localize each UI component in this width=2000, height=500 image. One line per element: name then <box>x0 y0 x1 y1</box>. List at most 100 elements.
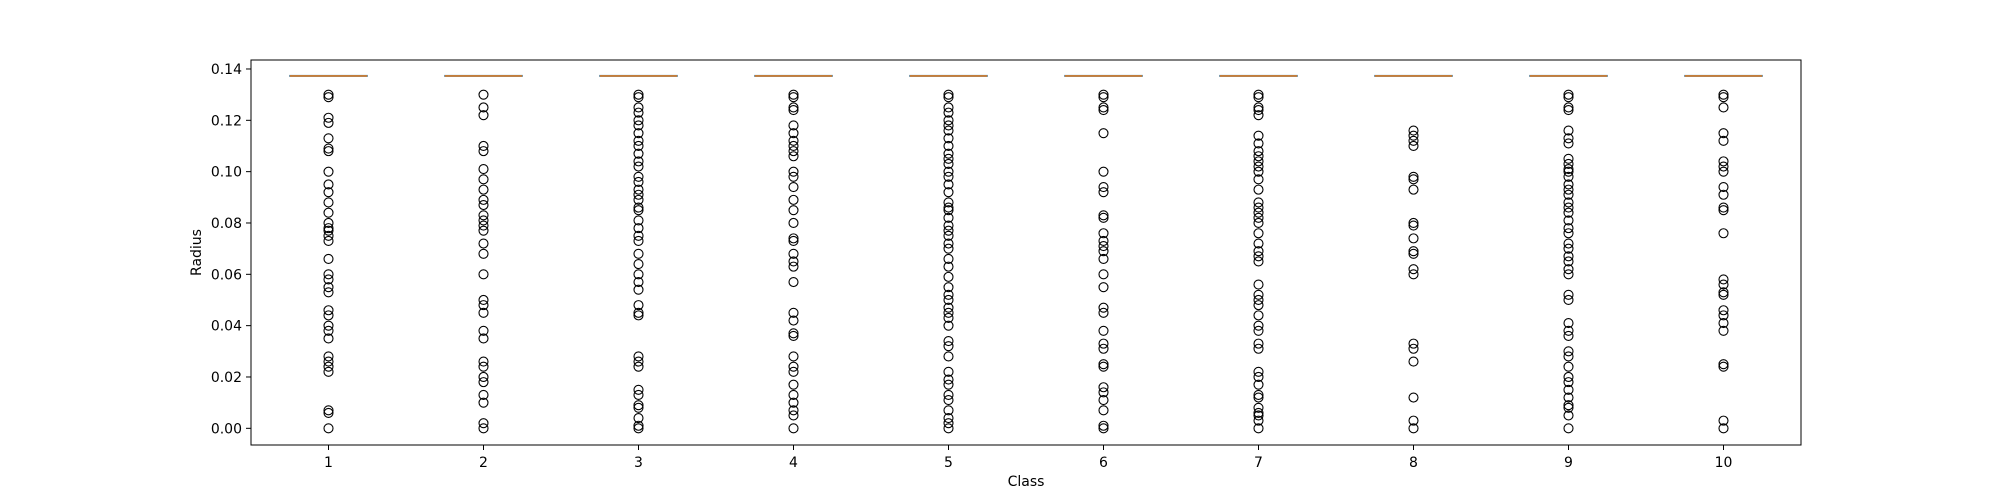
outlier-point <box>1408 392 1419 403</box>
outlier-point <box>633 356 644 367</box>
outlier-point <box>788 217 799 229</box>
box-group <box>1219 74 1298 434</box>
x-tick-label: 10 <box>1715 455 1733 471</box>
outlier-point <box>323 325 334 336</box>
outlier-point <box>1718 161 1729 172</box>
outlier-point <box>1253 410 1264 421</box>
outlier-point <box>1098 269 1109 280</box>
outlier-point <box>1718 89 1729 100</box>
outlier-point <box>1098 105 1109 116</box>
outlier-point <box>1718 166 1729 177</box>
outlier-point <box>1563 238 1574 249</box>
outlier-point <box>788 405 799 416</box>
outlier-point <box>788 102 799 113</box>
outlier-point <box>1253 423 1264 434</box>
outlier-point <box>943 171 954 182</box>
x-tick-label: 8 <box>1409 455 1418 471</box>
outlier-point <box>633 120 644 131</box>
outlier-point <box>633 310 644 321</box>
outlier-point <box>633 202 644 213</box>
outlier-point <box>1253 246 1264 257</box>
outlier-point <box>323 305 334 316</box>
outlier-point <box>1408 343 1419 354</box>
outlier-point <box>1563 189 1574 200</box>
outlier-point <box>1408 264 1419 275</box>
outlier-point <box>1563 423 1574 434</box>
outlier-point <box>943 220 954 231</box>
outlier-point <box>1563 133 1574 144</box>
outlier-point <box>1563 105 1574 116</box>
box-group <box>754 74 833 434</box>
outlier-point <box>1098 228 1109 239</box>
outlier-point <box>1253 392 1264 403</box>
outlier-point <box>1408 171 1419 182</box>
outlier-point <box>1098 246 1109 257</box>
outlier-point <box>1563 202 1574 213</box>
outlier-point <box>1408 135 1419 146</box>
outlier-point <box>1408 423 1419 434</box>
outlier-point <box>788 423 799 434</box>
outlier-point <box>788 146 799 157</box>
outlier-point <box>1098 102 1109 113</box>
outlier-point <box>1563 410 1574 421</box>
outlier-point <box>1098 423 1109 434</box>
outlier-point <box>1253 146 1264 157</box>
outlier-point <box>1408 174 1419 185</box>
outlier-point <box>633 276 644 288</box>
box-group <box>599 74 678 434</box>
outlier-point <box>1253 338 1264 349</box>
y-tick-label: 0.04 <box>211 319 242 335</box>
outlier-point <box>323 89 334 100</box>
outlier-point <box>323 146 334 157</box>
outlier-point <box>1098 361 1109 372</box>
outlier-point <box>1098 128 1109 139</box>
outlier-point <box>1563 138 1574 149</box>
outlier-point <box>1253 151 1264 162</box>
outlier-point <box>1098 241 1109 252</box>
outlier-point <box>478 220 489 231</box>
outlier-point <box>943 253 954 264</box>
outlier-point <box>943 379 954 390</box>
outlier-point <box>633 128 644 139</box>
outlier-point <box>478 194 489 205</box>
outlier-point <box>633 107 644 118</box>
outlier-point <box>478 418 489 429</box>
outlier-point <box>478 174 489 185</box>
outlier-point <box>1408 415 1419 426</box>
outlier-point <box>633 89 644 100</box>
outlier-point <box>1563 197 1574 208</box>
outlier-point <box>943 202 954 213</box>
outlier-point <box>1718 128 1729 139</box>
outlier-point <box>323 310 334 321</box>
outlier-point <box>323 143 334 154</box>
outlier-point <box>1718 423 1729 434</box>
outlier-point <box>1563 384 1574 395</box>
outlier-point <box>788 397 799 408</box>
outlier-point <box>788 315 799 326</box>
outlier-point <box>1253 138 1264 149</box>
outlier-point <box>1098 166 1109 177</box>
outlier-point <box>633 423 644 434</box>
outlier-point <box>633 351 644 362</box>
outlier-point <box>943 205 954 216</box>
outlier-point <box>1098 302 1109 313</box>
outlier-point <box>478 89 489 100</box>
outlier-point <box>1253 371 1264 383</box>
y-axis: 0.00 0.02 0.04 0.06 0.08 0.10 0.12 0.14 <box>211 62 251 437</box>
outlier-point <box>788 330 799 341</box>
outlier-point <box>633 258 644 270</box>
outlier-point <box>1563 215 1574 226</box>
outlier-point <box>1253 343 1264 354</box>
outlier-point <box>943 320 954 331</box>
outlier-point <box>788 410 799 421</box>
outlier-point <box>1563 361 1574 372</box>
outlier-point <box>1408 217 1419 229</box>
outlier-point <box>633 269 644 280</box>
outlier-point <box>1098 338 1109 349</box>
outlier-point <box>1563 102 1574 113</box>
outlier-point <box>323 269 334 280</box>
outlier-point <box>323 117 334 128</box>
outlier-point <box>323 207 334 218</box>
outlier-point <box>1253 92 1264 103</box>
x-tick-label: 9 <box>1564 455 1573 471</box>
